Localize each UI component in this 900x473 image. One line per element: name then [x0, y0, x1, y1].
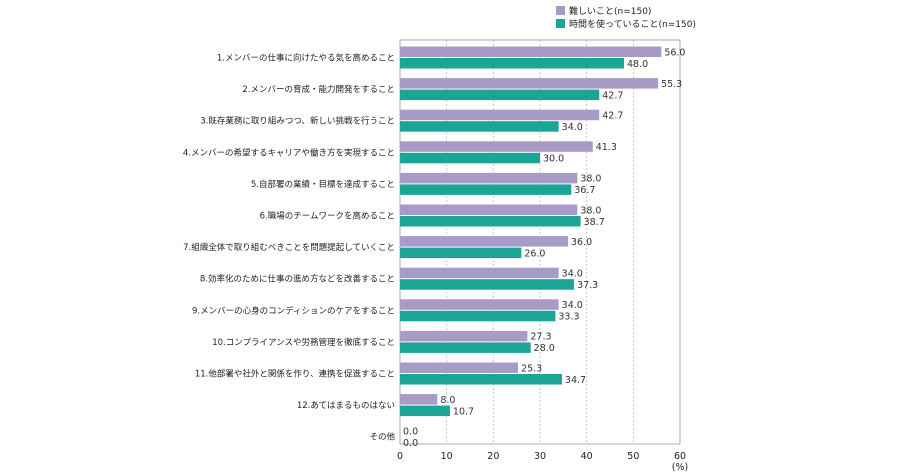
data-label: 36.7: [574, 185, 595, 196]
category-label: 5.自部署の業績・目標を達成すること: [251, 179, 395, 190]
x-tick-label: 30: [534, 451, 546, 462]
legend-label: 難しいこと(n=150): [569, 5, 651, 17]
data-label: 28.0: [534, 343, 555, 354]
data-label: 38.7: [584, 217, 605, 228]
bar: [400, 172, 578, 184]
bar: [400, 109, 600, 121]
x-axis: 0 10 20 30 40 50 60(%): [397, 451, 688, 473]
bar: [400, 216, 581, 227]
bar: [400, 362, 519, 373]
bar: [400, 279, 575, 290]
data-label: 34.7: [565, 375, 586, 386]
x-tick-label: 50: [627, 451, 639, 462]
bar: [400, 204, 578, 215]
data-label: 10.7: [453, 406, 474, 417]
bar: [400, 236, 568, 247]
bar: [400, 46, 662, 57]
category-label: 9.メンバーの心身のコンディションのケアをすること: [192, 305, 395, 316]
category-label: 11.他部署や社外と関係を作り、連携を促進すること: [195, 369, 395, 380]
data-label: 8.0: [440, 395, 455, 406]
category-label: 4.メンバーの希望するキャリアや働き方を実現すること: [183, 147, 395, 158]
bar: [400, 394, 438, 405]
data-label: 0.0: [403, 438, 418, 449]
bar: [400, 152, 540, 164]
bar: [400, 78, 659, 89]
category-label: 6.職場のチームワークを高めること: [260, 211, 395, 222]
data-label: 36.0: [571, 237, 592, 248]
bar: [400, 247, 522, 259]
data-label: 41.3: [596, 142, 617, 153]
category-label: 8.効率化のために仕事の進め方などを改善すること: [200, 274, 395, 285]
legend: 難しいこと(n=150)時間を使っていること(n=150): [556, 5, 696, 30]
category-label: 2.メンバーの育成・能力開発をすること: [242, 84, 395, 95]
x-unit-label: (%): [672, 462, 688, 473]
data-label: 38.0: [580, 174, 601, 185]
data-label: 56.0: [664, 47, 685, 58]
bar: [400, 374, 562, 385]
x-tick-label: 40: [581, 451, 593, 462]
data-label: 0.0: [403, 426, 418, 437]
data-label: 30.0: [543, 154, 564, 165]
bar: [400, 58, 624, 69]
bar: [400, 267, 559, 279]
category-label: 7.組織全体で取り組むべきことを問題提起していくこと: [183, 242, 395, 253]
bar: [400, 121, 559, 132]
category-label: 3.既存業務に取り組みつつ、新しい挑戦を行うこと: [200, 116, 395, 127]
data-label: 37.3: [577, 280, 598, 291]
data-label: 27.3: [530, 332, 551, 343]
bar: [400, 405, 450, 417]
data-label: 42.7: [602, 110, 623, 121]
bar: [400, 310, 556, 322]
legend-label: 時間を使っていること(n=150): [569, 18, 696, 30]
bar: [400, 184, 572, 195]
data-label: 34.0: [562, 300, 583, 311]
data-label: 38.0: [580, 205, 601, 216]
category-label: 1.メンバーの仕事に向けたやる気を高めること: [217, 53, 395, 64]
data-label: 25.3: [521, 363, 542, 374]
bar: [400, 342, 531, 353]
data-label: 42.7: [602, 90, 623, 101]
data-label: 34.0: [562, 268, 583, 279]
category-label: 10.コンプライアンスや労務管理を徹底すること: [212, 337, 395, 348]
data-label: 34.0: [562, 122, 583, 133]
bar: [400, 330, 528, 342]
x-tick-label: 0: [397, 451, 403, 462]
x-tick-label: 60: [674, 451, 686, 462]
category-labels: 1.メンバーの仕事に向けたやる気を高めること 2.メンバーの育成・能力開発をするこ…: [183, 53, 396, 443]
data-label: 48.0: [627, 59, 648, 70]
legend-swatch: [556, 19, 565, 28]
bar: [400, 89, 600, 101]
bars: 56.048.055.342.742.734.041.330.038.036.7…: [400, 46, 685, 449]
legend-swatch: [556, 6, 565, 15]
data-label: 55.3: [661, 79, 682, 90]
category-label: 12.あてはまるものはない: [297, 401, 395, 411]
data-label: 33.3: [558, 312, 579, 323]
bar: [400, 141, 593, 152]
x-tick-label: 20: [487, 451, 499, 462]
data-label: 26.0: [524, 248, 545, 259]
x-tick-label: 10: [441, 451, 453, 462]
category-label: その他: [369, 432, 395, 443]
bar: [400, 299, 559, 310]
